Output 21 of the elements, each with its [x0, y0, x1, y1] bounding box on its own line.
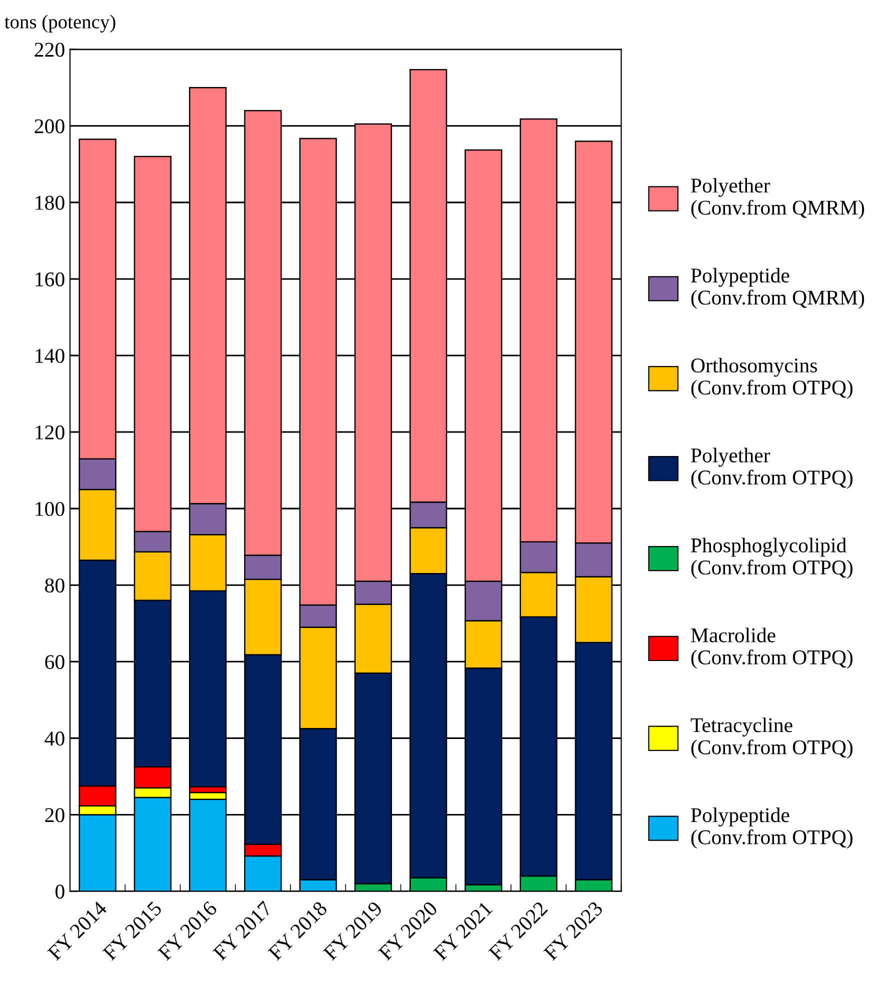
y-tick-label: 140 [36, 348, 64, 363]
y-tick-label: 220 [34, 42, 64, 57]
y-tick-label: 20 [45, 808, 64, 822]
y-tick-label: 120 [36, 425, 64, 440]
y-tick-label: 80 [45, 578, 64, 593]
y-tick-label: 0 [56, 884, 64, 899]
legend-label: Macrolide (Conv.from OTPQ) [691, 628, 852, 669]
y-tick-label: 100 [36, 502, 64, 516]
legend-label: Tetracycline (Conv.from OTPQ) [690, 718, 852, 759]
legend-label: Phosphoglycolipid (Conv.from OTPQ) [691, 538, 852, 579]
legend-label: Polypeptide (Conv.from QMRM) [691, 268, 864, 309]
legend-label: Orthosomycins (Conv.from OTPQ) [691, 358, 852, 399]
y-axis-title: tons (potency) [4, 14, 116, 32]
legend-label: Polyether (Conv.from OTPQ) [691, 448, 852, 489]
y-tick-label: 180 [36, 196, 64, 210]
y-tick-label: 200 [34, 119, 64, 134]
legend-label: Polyether (Conv.from QMRM) [691, 178, 864, 219]
legend-label: Polypeptide (Conv.from OTPQ) [691, 808, 852, 849]
y-tick-label: 40 [44, 732, 64, 746]
y-tick-label: 60 [45, 655, 64, 670]
y-tick-label: 160 [36, 272, 64, 286]
